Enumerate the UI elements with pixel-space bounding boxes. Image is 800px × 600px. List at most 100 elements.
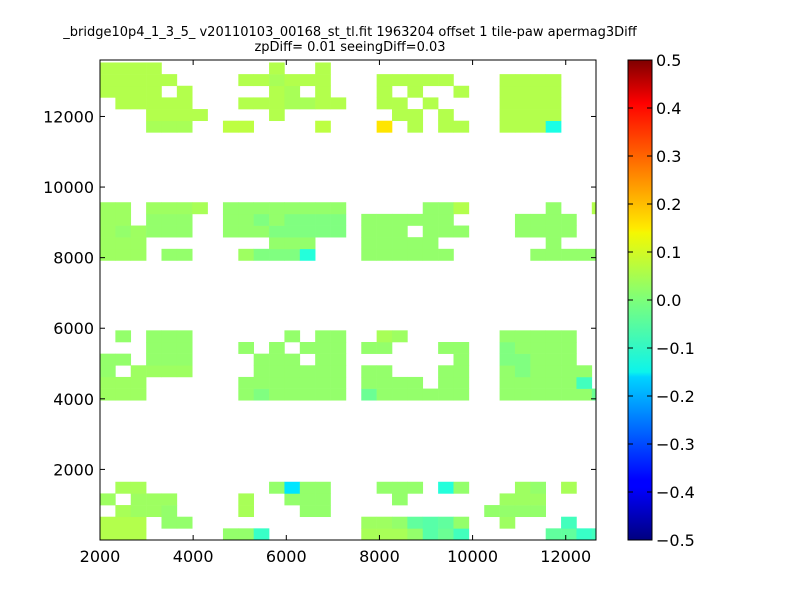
heatmap-cell (514, 365, 531, 378)
heatmap-cell (161, 342, 178, 354)
heatmap-cell (269, 213, 285, 226)
heatmap-cell (315, 202, 331, 215)
heatmap-cell (315, 97, 331, 110)
heatmap-cell (161, 330, 178, 343)
heatmap-cell (576, 376, 593, 389)
heatmap-cell (361, 248, 377, 261)
heatmap-cell (438, 388, 454, 401)
heatmap-cell (284, 376, 301, 389)
heatmap-cell (115, 516, 132, 529)
heatmap-cell (130, 528, 147, 541)
heatmap-cell (361, 213, 377, 226)
heatmap-cell (269, 481, 285, 494)
heatmap-cell (161, 353, 178, 366)
heatmap-cell (238, 376, 254, 389)
heatmap-cell (115, 528, 132, 541)
heatmap-cell (130, 493, 147, 506)
heatmap-cell (299, 213, 316, 226)
heatmap-cell (115, 376, 132, 389)
heatmap-cell (392, 528, 408, 541)
heatmap-cell (499, 109, 516, 122)
heatmap-cell (530, 388, 546, 401)
heatmap-cell (392, 237, 408, 250)
heatmap-cell (130, 74, 147, 87)
heatmap-cell (530, 481, 546, 494)
heatmap-cell (238, 493, 254, 506)
heatmap-cell (376, 85, 393, 98)
heatmap-cell (392, 481, 408, 494)
heatmap-cell (514, 109, 531, 122)
heatmap-cell (561, 365, 577, 378)
heatmap-cell (161, 213, 178, 226)
heatmap-cell (561, 376, 577, 389)
heatmap-cell (376, 516, 393, 529)
heatmap-cell (192, 202, 208, 215)
heatmap-cell (299, 505, 316, 518)
y-tick-label: 4000 (53, 390, 94, 409)
heatmap-cell (392, 74, 408, 87)
y-tick-label: 12000 (43, 107, 94, 126)
heatmap-cell (407, 528, 424, 541)
colorbar-tick-label: 0.0 (656, 291, 681, 310)
heatmap-cell (514, 120, 531, 133)
heatmap-cell (530, 120, 546, 133)
heatmap-cell (376, 97, 393, 110)
heatmap-cell (561, 248, 577, 261)
heatmap-cell (115, 202, 132, 215)
heatmap-cell (253, 353, 270, 366)
heatmap-cell (146, 225, 162, 238)
heatmap-cell (561, 481, 577, 494)
heatmap-cell (238, 202, 254, 215)
heatmap-cell (376, 237, 393, 250)
heatmap-cell (315, 330, 331, 343)
heatmap-cell (284, 225, 301, 238)
heatmap-cell (130, 97, 147, 110)
heatmap-cell (161, 97, 178, 110)
heatmap-cell (576, 528, 593, 541)
heatmap-cell (146, 330, 162, 343)
heatmap-cell (438, 225, 454, 238)
heatmap-cell (453, 353, 470, 366)
heatmap-cell (315, 376, 331, 389)
heatmap-cell (100, 528, 116, 541)
heatmap-cell (422, 248, 439, 261)
heatmap-cell (499, 365, 516, 378)
heatmap-cell (422, 97, 439, 110)
heatmap-cell (561, 516, 577, 529)
heatmap-cell (115, 388, 132, 401)
heatmap-cell (269, 353, 285, 366)
heatmap-cell (161, 109, 178, 122)
heatmap-cell (315, 388, 331, 401)
heatmap-cell (269, 365, 285, 378)
heatmap-cell (530, 353, 546, 366)
heatmap-cell (115, 74, 132, 87)
heatmap-cell (176, 120, 193, 133)
heatmap-cell (530, 74, 546, 87)
heatmap-cell (545, 237, 562, 250)
heatmap-cell (100, 376, 116, 389)
heatmap-cell (361, 365, 377, 378)
heatmap-cell (361, 376, 377, 389)
heatmap-cell (438, 120, 454, 133)
x-tick-label: 6000 (266, 547, 307, 566)
heatmap-cell (438, 342, 454, 354)
heatmap-cell (161, 505, 178, 518)
heatmap-cell (161, 493, 178, 506)
heatmap-cell (376, 74, 393, 87)
heatmap-cell (161, 120, 178, 133)
heatmap-cell (176, 225, 193, 238)
heatmap-cell (407, 388, 424, 401)
heatmap-cell (514, 388, 531, 401)
heatmap-cell (130, 388, 147, 401)
heatmap-cell (530, 225, 546, 238)
heatmap-cell (161, 202, 178, 215)
heatmap-cell (407, 237, 424, 250)
heatmap-cell (376, 376, 393, 389)
heatmap-cell (115, 248, 132, 261)
heatmap-cell (438, 376, 454, 389)
heatmap-cell (591, 528, 597, 541)
heatmap-cell (146, 493, 162, 506)
heatmap-cell (376, 225, 393, 238)
heatmap-cell (253, 388, 270, 401)
heatmap-cell (299, 376, 316, 389)
